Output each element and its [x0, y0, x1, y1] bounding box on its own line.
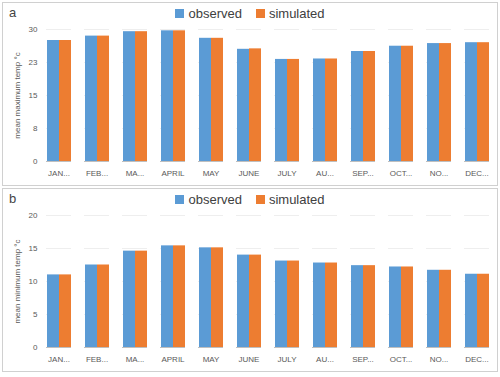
svg-text:SEP...: SEP...	[352, 169, 374, 178]
svg-text:FEB...: FEB...	[86, 355, 108, 364]
svg-text:AU...: AU...	[316, 169, 334, 178]
svg-text:APRIL: APRIL	[161, 169, 185, 178]
svg-text:DEC...: DEC...	[465, 169, 489, 178]
svg-text:OCT...: OCT...	[390, 355, 413, 364]
svg-text:23: 23	[29, 58, 38, 67]
html-text:observed: observed	[188, 191, 242, 207]
html-text:a: a	[9, 5, 17, 20]
svg-text:FEB...: FEB...	[86, 169, 108, 178]
svg-text:30: 30	[29, 25, 38, 34]
svg-text:15: 15	[29, 91, 38, 100]
svg-text:JULY: JULY	[278, 169, 298, 178]
svg-text:APRIL: APRIL	[161, 355, 185, 364]
html-text:b: b	[9, 191, 17, 206]
svg-text:SEP...: SEP...	[352, 355, 374, 364]
svg-text:MA...: MA...	[126, 355, 145, 364]
html-text:observed: observed	[188, 5, 242, 21]
svg-text:20: 20	[29, 211, 38, 220]
svg-text:10: 10	[29, 277, 38, 286]
svg-text:OCT...: OCT...	[390, 169, 413, 178]
svg-text:MAY: MAY	[203, 169, 220, 178]
svg-text:mean minimum temp °c: mean minimum temp °c	[13, 239, 22, 323]
html-text:simulated: simulated	[268, 5, 325, 21]
svg-text:mean maximum temp °c: mean maximum temp °c	[13, 52, 22, 138]
svg-text:AU...: AU...	[316, 355, 334, 364]
svg-text:JAN...: JAN...	[48, 355, 70, 364]
svg-text:NO...: NO...	[430, 169, 449, 178]
svg-text:NO...: NO...	[430, 355, 449, 364]
svg-text:DEC...: DEC...	[465, 355, 489, 364]
html-text:simulated: simulated	[268, 191, 325, 207]
svg-text:JUNE: JUNE	[239, 355, 260, 364]
svg-text:15: 15	[29, 244, 38, 253]
svg-text:8: 8	[33, 124, 38, 133]
svg-text:0: 0	[33, 343, 38, 352]
svg-text:JUNE: JUNE	[239, 169, 260, 178]
svg-text:0: 0	[33, 157, 38, 166]
svg-text:MAY: MAY	[203, 355, 220, 364]
svg-text:MA...: MA...	[126, 169, 145, 178]
svg-text:5: 5	[33, 310, 38, 319]
svg-text:JAN...: JAN...	[48, 169, 70, 178]
svg-text:JULY: JULY	[278, 355, 298, 364]
